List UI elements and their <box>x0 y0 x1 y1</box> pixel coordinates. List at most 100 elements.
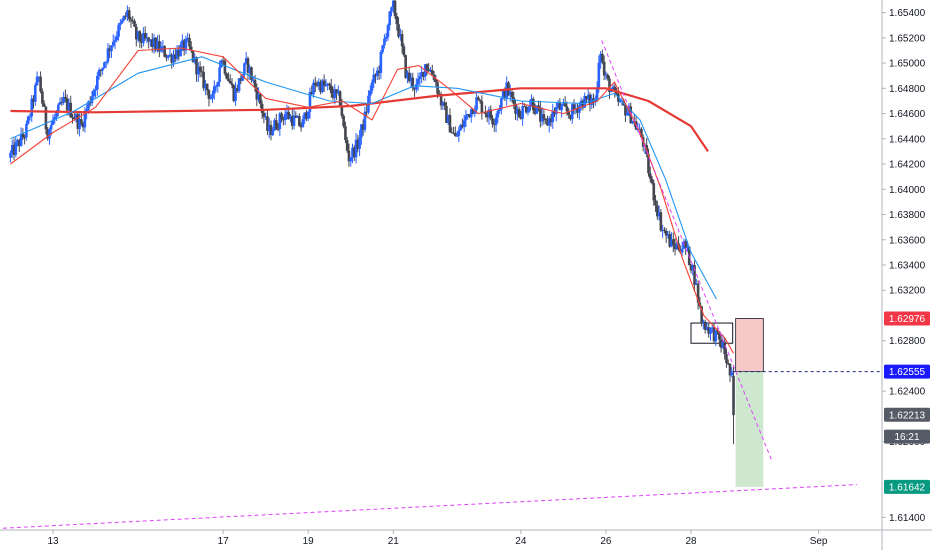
candle-body <box>383 38 386 46</box>
price-tag[interactable]: 16:21 <box>884 429 930 444</box>
price-tag-label: 1.61642 <box>889 482 926 493</box>
candle-body <box>209 98 213 100</box>
candle-body <box>324 85 328 87</box>
candle-body <box>319 81 322 93</box>
candle-body <box>494 117 498 125</box>
candle-body <box>439 93 443 106</box>
candle-body <box>360 124 363 138</box>
candle-body <box>243 63 246 75</box>
candle-body <box>558 103 562 111</box>
price-labels-layer[interactable]: 1.62976 1.62555 1.62213 16:21 1.61642 <box>884 311 930 494</box>
candle-body <box>443 102 446 106</box>
candle-body <box>361 124 365 130</box>
candle-body <box>503 90 507 99</box>
last-candle-body[interactable] <box>732 376 735 416</box>
candle-body <box>163 46 166 57</box>
candle-body <box>533 110 537 114</box>
candle-body <box>104 61 108 63</box>
consolidation-box[interactable] <box>690 322 734 344</box>
candle-body <box>556 103 560 108</box>
moving-average-20[interactable] <box>10 47 734 354</box>
candle-body <box>97 69 101 77</box>
candle-body <box>597 62 601 89</box>
candle-body <box>624 105 627 116</box>
candle-body <box>218 67 221 82</box>
candle-body <box>618 100 622 102</box>
y-tick-label: 1.65200 <box>889 33 926 44</box>
candle-body <box>379 52 383 74</box>
candle-body <box>725 354 728 364</box>
candle-body <box>337 91 340 94</box>
y-tick-label: 1.63400 <box>889 261 926 272</box>
candle-body <box>204 83 207 89</box>
stop-loss-zone[interactable] <box>735 318 764 373</box>
candle-body <box>351 147 354 158</box>
candle-body <box>381 45 384 53</box>
price-tag-label: 1.62555 <box>889 367 926 378</box>
candle-body <box>81 123 85 128</box>
candle-body <box>25 123 28 138</box>
candle-body <box>730 372 734 376</box>
candle-body <box>87 101 90 110</box>
candle-body <box>292 115 296 126</box>
candle-body <box>32 98 35 102</box>
candle-body <box>143 33 147 39</box>
candle-body <box>189 46 193 51</box>
candle-body <box>19 133 23 146</box>
candle-body <box>266 116 269 131</box>
candle-body <box>317 81 321 86</box>
price-tag-label: 1.62213 <box>889 410 926 421</box>
candle-body <box>613 86 617 92</box>
candle-body <box>283 113 287 120</box>
candle-body <box>278 113 282 129</box>
candle-body <box>664 231 668 236</box>
moving-average-200[interactable] <box>10 87 709 153</box>
price-tag[interactable]: 1.61642 <box>884 479 930 494</box>
candle-body <box>365 111 368 113</box>
candle-body <box>115 36 119 41</box>
candle-body <box>237 78 241 92</box>
candle-body <box>202 71 205 89</box>
candle-body <box>377 70 381 74</box>
candle-body <box>175 49 179 59</box>
descending-trendline[interactable] <box>601 40 773 461</box>
candle-body <box>340 105 344 116</box>
y-tick-label: 1.63200 <box>889 286 926 297</box>
candle-body <box>477 97 480 101</box>
candle-body <box>356 139 360 149</box>
candle-body <box>386 25 390 37</box>
candle-body <box>299 125 303 128</box>
y-tick-label: 1.63600 <box>889 235 926 246</box>
candle-body <box>9 152 12 158</box>
candle-body <box>452 132 455 134</box>
candle-body <box>197 66 200 75</box>
candle-body <box>469 109 473 118</box>
candle-body <box>560 105 563 111</box>
candle-body <box>230 83 234 86</box>
candles-layer <box>9 0 735 445</box>
candle-body <box>344 126 347 141</box>
candle-body <box>549 118 553 123</box>
candle-body <box>606 74 610 79</box>
ascending-support-trendline[interactable] <box>0 484 857 530</box>
candle-body <box>94 89 97 91</box>
candle-body <box>576 108 579 113</box>
candle-body <box>106 48 110 62</box>
candle-body <box>161 46 165 48</box>
candle-body <box>322 80 326 86</box>
price-tag[interactable]: 1.62213 <box>884 407 930 422</box>
candle-body <box>354 139 358 158</box>
candle-body <box>712 327 716 342</box>
candle-body <box>287 111 291 119</box>
y-tick-label: 1.62800 <box>889 336 926 347</box>
price-tag[interactable]: 1.62555 <box>884 364 930 379</box>
candle-body <box>18 140 21 146</box>
moving-average-50[interactable] <box>10 56 717 300</box>
candle-body <box>126 10 129 17</box>
candle-body <box>42 103 46 107</box>
price-tag[interactable]: 1.62976 <box>884 311 930 326</box>
candle-body <box>83 112 87 128</box>
take-profit-zone[interactable] <box>735 371 764 487</box>
candle-body <box>570 104 574 120</box>
